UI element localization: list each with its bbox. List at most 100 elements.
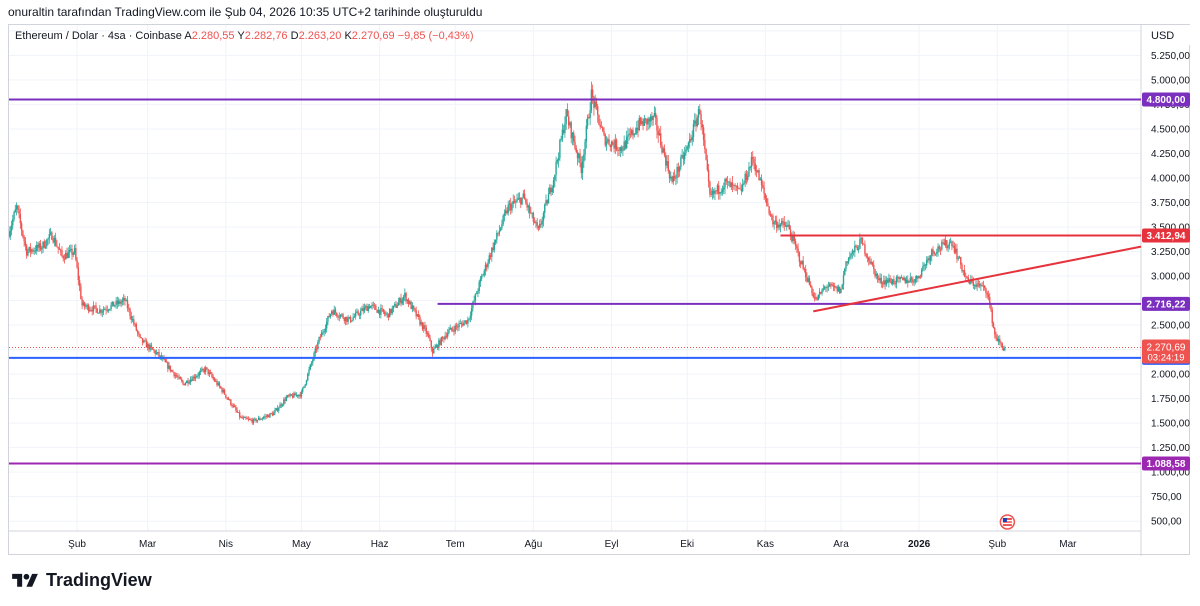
candle-body xyxy=(618,150,620,151)
candle-body xyxy=(167,362,169,369)
candle-body xyxy=(61,250,63,256)
candle-body xyxy=(968,280,971,284)
candle-body xyxy=(494,239,497,243)
candle-body xyxy=(617,149,619,151)
currency-bg xyxy=(1142,25,1191,45)
candle-body xyxy=(381,308,383,310)
candle-body xyxy=(82,302,85,306)
time-tick-label: 2026 xyxy=(908,539,931,550)
candle-body xyxy=(677,166,680,172)
candle-body xyxy=(767,203,769,207)
candle-body xyxy=(281,404,284,406)
candle-body xyxy=(691,136,693,141)
candle-body xyxy=(412,305,415,309)
candle-body xyxy=(939,249,942,251)
candle-body xyxy=(254,418,256,420)
candle-body xyxy=(986,293,988,295)
candle-body xyxy=(792,236,794,242)
candle-body xyxy=(324,328,327,332)
candle-body xyxy=(33,250,35,252)
candle-body xyxy=(668,171,671,179)
candle-body xyxy=(786,225,788,227)
candle-body xyxy=(230,399,232,405)
candle-body xyxy=(695,120,697,127)
candle-body xyxy=(365,306,367,308)
candle-body xyxy=(182,381,184,384)
legend-part: D xyxy=(291,30,299,42)
candle-body xyxy=(312,359,314,363)
candle-body xyxy=(850,253,852,257)
candle-body xyxy=(416,314,419,317)
candle-body xyxy=(373,304,376,306)
candle-body xyxy=(849,256,851,259)
candle-body xyxy=(948,242,951,246)
candle-body xyxy=(450,327,453,330)
candle-body xyxy=(556,160,559,162)
candle-body xyxy=(880,277,883,284)
candle-body xyxy=(401,300,404,304)
time-tick-label: Eki xyxy=(680,539,694,550)
candle-body xyxy=(367,306,369,311)
candle-body xyxy=(377,309,380,313)
candle-body xyxy=(957,258,959,259)
candle-body xyxy=(709,181,711,195)
price-chart[interactable]: 500,00 750,00 1.000,00 1.250,00 1.500,00 1.75… xyxy=(9,25,1191,556)
candle-body xyxy=(904,277,906,283)
candle-body xyxy=(49,232,52,235)
candle-body xyxy=(854,245,856,253)
candle-body xyxy=(289,394,291,396)
last-price-tag xyxy=(1142,339,1190,364)
candle-body xyxy=(207,368,209,375)
candle-body xyxy=(251,420,253,423)
candle-body xyxy=(375,305,377,310)
candle-body xyxy=(608,139,610,145)
trend-line[interactable] xyxy=(813,245,1142,313)
candle-body xyxy=(555,161,557,175)
candle-body xyxy=(541,220,543,225)
candle-body xyxy=(25,245,28,256)
candle-body xyxy=(496,232,498,240)
candle-body xyxy=(457,326,459,328)
candle-body xyxy=(665,155,667,166)
candle-body xyxy=(148,344,150,350)
footer: TradingView xyxy=(10,570,152,591)
candle-body xyxy=(349,316,352,322)
candle-body xyxy=(575,148,577,153)
candle-body xyxy=(789,229,792,236)
legend-part: 2.270,69 xyxy=(352,30,398,42)
candle-body xyxy=(183,383,185,386)
candle-body xyxy=(796,245,798,249)
candle-body xyxy=(169,365,172,371)
chart-frame[interactable]: 500,00 750,00 1.000,00 1.250,00 1.500,00 1.75… xyxy=(8,24,1191,556)
candle-body xyxy=(699,109,701,115)
candle-body xyxy=(823,287,826,289)
candle-body xyxy=(982,285,985,287)
candle-body xyxy=(663,148,666,156)
candle-body xyxy=(806,277,808,282)
candle-body xyxy=(479,278,482,282)
currency-label: USD xyxy=(1151,30,1174,42)
candle-body xyxy=(585,125,588,142)
candle-body xyxy=(317,342,319,350)
candle-body xyxy=(296,394,299,397)
candle-body xyxy=(936,251,938,254)
candle-body xyxy=(9,230,11,237)
candle-body xyxy=(730,182,733,188)
candle-body xyxy=(893,279,895,284)
candle-body xyxy=(385,313,387,315)
candle-body xyxy=(567,116,570,126)
candle-body xyxy=(180,379,183,382)
candle-body xyxy=(607,139,609,142)
candle-body xyxy=(198,372,201,376)
candle-body xyxy=(731,182,734,186)
candle-body xyxy=(341,314,343,316)
time-tick-label: Kas xyxy=(757,539,774,550)
candle-body xyxy=(725,178,727,182)
candle-body xyxy=(208,372,211,375)
candle-body xyxy=(266,415,269,417)
candle-body xyxy=(280,404,282,406)
candle-body xyxy=(525,199,527,203)
candle-body xyxy=(259,417,261,420)
candle-body xyxy=(150,345,153,348)
time-tick-label: Mar xyxy=(139,539,157,550)
